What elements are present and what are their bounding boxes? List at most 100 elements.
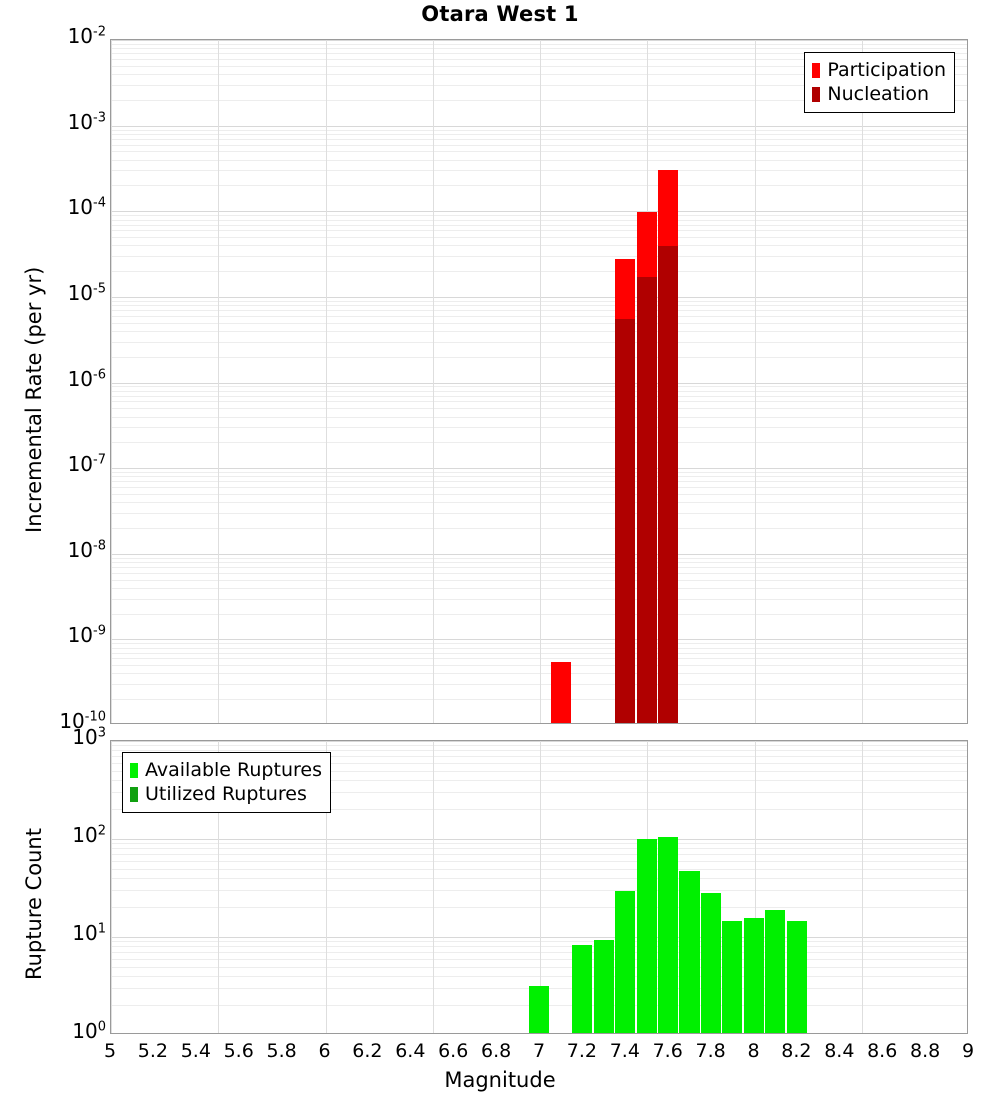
gridline-minor <box>111 74 967 75</box>
gridline-minor <box>111 665 967 666</box>
gridline-major <box>111 126 967 127</box>
y-tick-label: 10-8 <box>67 537 106 562</box>
gridline-minor <box>111 342 967 343</box>
x-tick-label: 6.2 <box>352 1040 383 1062</box>
x-axis-title: Magnitude <box>444 1068 556 1092</box>
gridline-minor <box>111 941 967 942</box>
gridline-minor <box>111 215 967 216</box>
gridline-minor <box>111 487 967 488</box>
gridline-minor <box>111 316 967 317</box>
legend-rupture-count: Available Ruptures Utilized Ruptures <box>122 752 331 813</box>
gridline-minor <box>111 756 967 757</box>
gridline-minor <box>111 599 967 600</box>
gridline-minor <box>111 750 967 751</box>
x-tick-label: 7.4 <box>609 1040 640 1062</box>
gridline-major <box>111 383 967 384</box>
gridline-vertical <box>218 741 219 1033</box>
gridline-minor <box>111 130 967 131</box>
y-tick-label: 103 <box>72 725 106 749</box>
gridline-major <box>111 741 967 742</box>
y-axis-ticks-incremental-rate: 10-2 10-3 10-4 10-5 10-6 10-7 10-8 10-9 10-10 <box>0 0 106 733</box>
gridline-minor <box>111 792 967 793</box>
y-tick-label: 10-5 <box>67 280 106 305</box>
x-tick-label: 7 <box>532 1040 546 1062</box>
gridline-minor <box>111 271 967 272</box>
square-swatch <box>812 62 821 78</box>
gridline-vertical <box>755 741 756 1033</box>
gridline-minor <box>111 170 967 171</box>
gridline-minor <box>111 472 967 473</box>
gridline-minor <box>111 952 967 953</box>
gridline-vertical <box>540 40 541 723</box>
gridline-minor <box>111 562 967 563</box>
gridline-vertical <box>433 40 434 723</box>
gridline-minor <box>111 967 967 968</box>
x-tick-label: 7.2 <box>566 1040 597 1062</box>
gridline-minor <box>111 890 967 891</box>
gridline-vertical <box>433 741 434 1033</box>
gridline-minor <box>111 323 967 324</box>
bar-rupture-count-outer <box>615 891 636 1033</box>
gridline-minor <box>111 658 967 659</box>
gridline-minor <box>111 648 967 649</box>
gridline-minor <box>111 843 967 844</box>
bar-rupture-count-outer <box>700 892 722 1033</box>
x-tick-label: 8.8 <box>909 1040 941 1062</box>
gridline-vertical <box>111 741 112 1033</box>
gridline-minor <box>111 684 967 685</box>
y-axis-title-rupture-count: Rupture Count <box>22 828 46 980</box>
gridline-vertical <box>540 741 541 1033</box>
gridline-minor <box>111 427 967 428</box>
x-tick-label: 5.2 <box>137 1040 168 1062</box>
gridline-major <box>111 468 967 469</box>
gridline-minor <box>111 588 967 589</box>
bar-rupture-count-outer <box>529 986 550 1033</box>
gridline-minor <box>111 225 967 226</box>
y-tick-label: 100 <box>72 1019 106 1043</box>
x-tick-label: 6.4 <box>395 1040 426 1062</box>
legend-item: Available Ruptures <box>130 758 322 782</box>
gridline-minor <box>111 145 967 146</box>
square-swatch <box>812 86 821 102</box>
gridline-minor <box>111 567 967 568</box>
y-tick-label: 102 <box>72 823 106 847</box>
x-tick-label: 6 <box>318 1040 331 1062</box>
gridline-minor <box>111 245 967 246</box>
rupture-count-plot-area <box>111 741 967 1033</box>
gridline-minor <box>111 653 967 654</box>
bar-incremental-rate-inner <box>658 246 679 723</box>
gridline-minor <box>111 476 967 477</box>
gridline-minor <box>111 869 967 870</box>
bar-rupture-count-outer <box>679 871 700 1033</box>
bar-incremental-rate-inner <box>615 318 636 723</box>
x-tick-label: 7.8 <box>695 1040 726 1062</box>
y-tick-label: 10-6 <box>67 366 106 391</box>
y-tick-label: 10-10 <box>59 709 106 733</box>
x-tick-label: 9 <box>961 1040 975 1062</box>
x-tick-label: 5.6 <box>223 1040 254 1062</box>
square-swatch <box>130 762 138 778</box>
gridline-minor <box>111 907 967 908</box>
gridline-minor <box>111 861 967 862</box>
gridline-minor <box>111 139 967 140</box>
gridline-minor <box>111 310 967 311</box>
y-tick-label: 10-4 <box>67 195 106 220</box>
gridline-vertical <box>218 40 219 723</box>
gridline-minor <box>111 528 967 529</box>
gridline-minor <box>111 580 967 581</box>
gridline-vertical <box>326 741 327 1033</box>
gridline-major <box>111 554 967 555</box>
gridline-minor <box>111 301 967 302</box>
gridline-minor <box>111 643 967 644</box>
gridline-minor <box>111 237 967 238</box>
gridline-minor <box>111 160 967 161</box>
x-tick-label: 8.4 <box>824 1040 855 1062</box>
gridline-minor <box>111 494 967 495</box>
gridline-major <box>111 639 967 640</box>
gridline-minor <box>111 331 967 332</box>
legend-item: Participation <box>812 58 946 82</box>
gridline-major <box>111 839 967 840</box>
legend-item: Nucleation <box>812 82 946 106</box>
legend-label: Participation <box>827 58 946 81</box>
